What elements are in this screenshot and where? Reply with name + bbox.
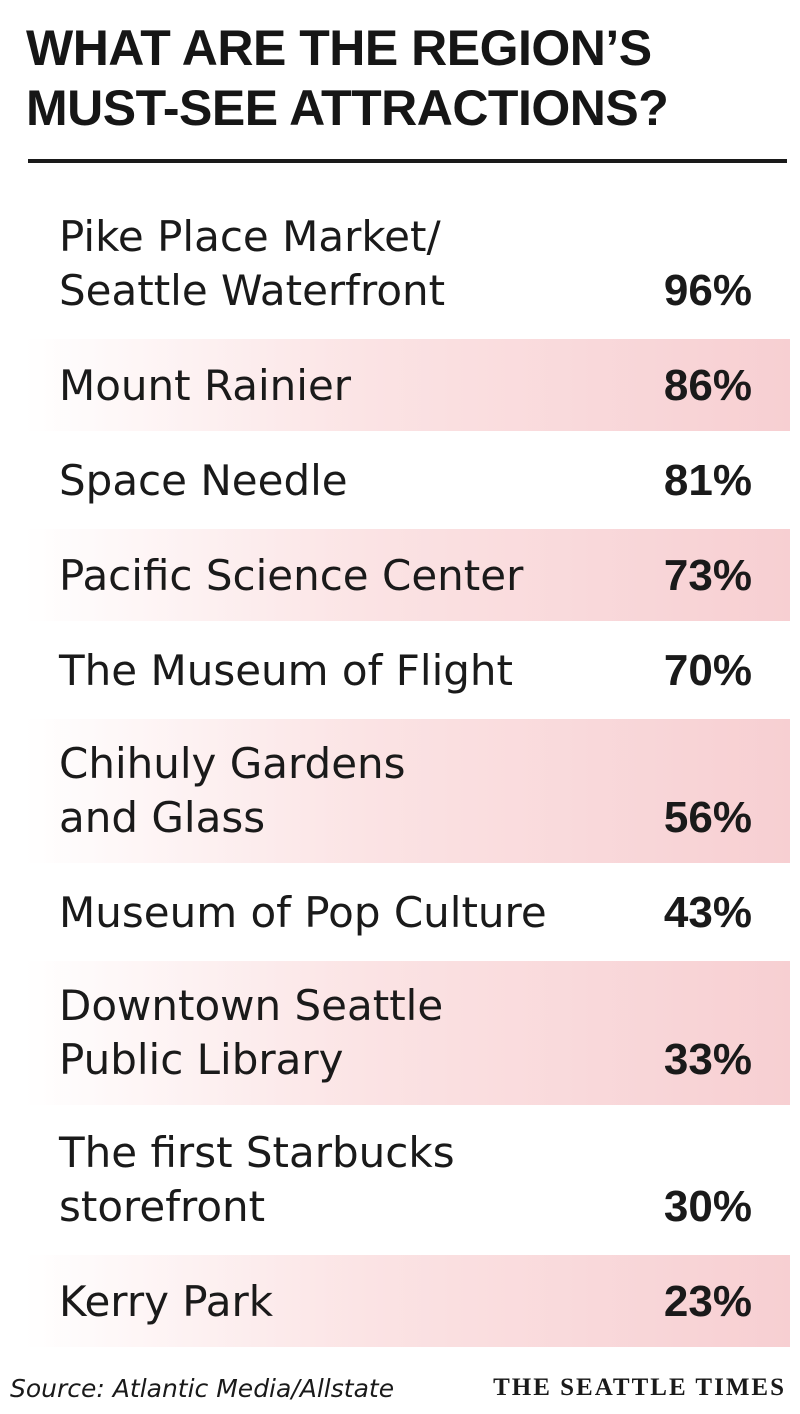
row-value: 73% xyxy=(663,551,752,600)
label-line: Chihuly Gardens xyxy=(59,739,406,788)
row-label: Downtown Seattle Public Library xyxy=(59,979,443,1087)
label-line: Pike Place Market/ xyxy=(59,212,441,261)
table-row: Space Needle 81% xyxy=(25,434,790,526)
row-value: 43% xyxy=(663,888,752,937)
table-row: The first Starbucks storefront 30% xyxy=(25,1108,790,1252)
label-line: Downtown Seattle xyxy=(59,981,444,1030)
row-value: 70% xyxy=(663,646,752,695)
label-line: and Glass xyxy=(59,793,266,842)
label-line: Museum of Pop Culture xyxy=(59,888,547,937)
table-row: Chihuly Gardens and Glass 56% xyxy=(25,719,790,863)
row-value: 81% xyxy=(663,456,752,505)
table-row: Museum of Pop Culture 43% xyxy=(25,866,790,958)
title: WHAT ARE THE REGION’S MUST-SEE ATTRACTIO… xyxy=(26,18,669,138)
row-value: 86% xyxy=(663,361,752,410)
label-line: Mount Rainier xyxy=(59,361,352,410)
row-label: Pike Place Market/Seattle Waterfront xyxy=(59,210,445,318)
table-row: Downtown Seattle Public Library 33% xyxy=(25,961,790,1105)
row-label: Pacific Science Center xyxy=(59,549,523,603)
title-line: MUST-SEE ATTRACTIONS? xyxy=(26,80,669,136)
label-line: Public Library xyxy=(59,1035,344,1084)
label-line: The first Starbucks xyxy=(59,1128,455,1177)
title-line: WHAT ARE THE REGION’S xyxy=(26,20,652,76)
row-value: 30% xyxy=(663,1182,752,1231)
row-value: 96% xyxy=(663,266,752,315)
row-label: Kerry Park xyxy=(59,1275,273,1329)
table-row: Mount Rainier 86% xyxy=(25,339,790,431)
label-line: Pacific Science Center xyxy=(59,551,524,600)
row-label: Museum of Pop Culture xyxy=(59,886,547,940)
table-row: The Museum of Flight 70% xyxy=(25,624,790,716)
table-row: Pacific Science Center 73% xyxy=(25,529,790,621)
source: Source: Atlantic Media/Allstate xyxy=(10,1374,395,1403)
footer: Source: Atlantic Media/Allstate THE SEAT… xyxy=(10,1374,786,1403)
row-value: 33% xyxy=(663,1035,752,1084)
table-row: Pike Place Market/Seattle Waterfront 96% xyxy=(25,192,790,336)
divider xyxy=(28,159,787,163)
brand: THE SEATTLE TIMES xyxy=(493,1374,786,1401)
row-label: Space Needle xyxy=(59,454,348,508)
table: Pike Place Market/Seattle Waterfront 96% M… xyxy=(25,192,790,1350)
table-row: Kerry Park 23% xyxy=(25,1255,790,1347)
row-label: The first Starbucks storefront xyxy=(59,1126,455,1234)
row-label: The Museum of Flight xyxy=(59,644,513,698)
label-line: Space Needle xyxy=(59,456,348,505)
label-line: Kerry Park xyxy=(59,1277,274,1326)
label-line: Seattle Waterfront xyxy=(59,266,446,315)
row-label: Chihuly Gardens and Glass xyxy=(59,737,406,845)
row-value: 56% xyxy=(663,793,752,842)
row-label: Mount Rainier xyxy=(59,359,351,413)
label-line: The Museum of Flight xyxy=(59,646,514,695)
label-line: storefront xyxy=(59,1182,266,1231)
row-value: 23% xyxy=(663,1277,752,1326)
